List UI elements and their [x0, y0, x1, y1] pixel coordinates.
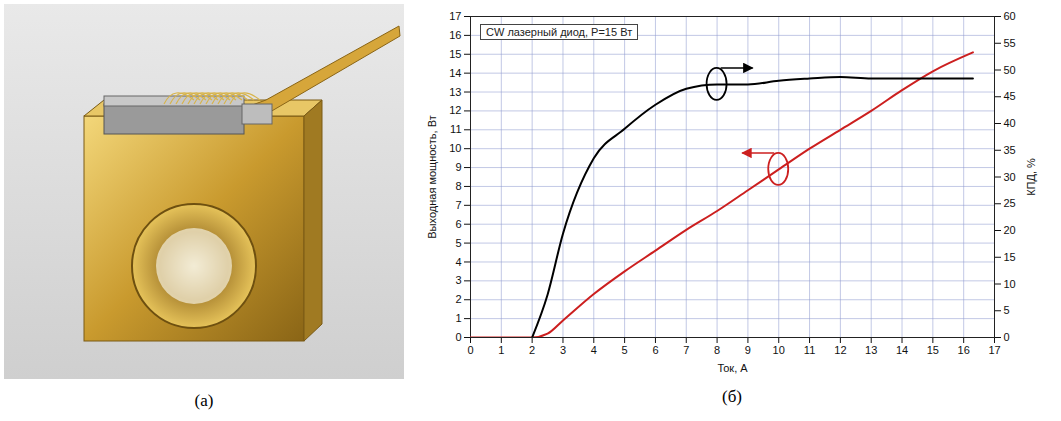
- svg-text:5: 5: [1004, 304, 1010, 316]
- svg-text:10: 10: [773, 344, 785, 356]
- svg-text:10: 10: [1004, 278, 1016, 290]
- svg-text:10: 10: [449, 142, 461, 154]
- svg-text:8: 8: [714, 344, 720, 356]
- svg-text:35: 35: [1004, 144, 1016, 156]
- svg-text:45: 45: [1004, 90, 1016, 102]
- svg-text:14: 14: [896, 344, 908, 356]
- svg-text:7: 7: [455, 199, 461, 211]
- svg-text:60: 60: [1004, 10, 1016, 22]
- svg-text:15: 15: [1004, 251, 1016, 263]
- svg-text:0: 0: [1004, 331, 1010, 343]
- svg-text:17: 17: [988, 344, 1000, 356]
- svg-text:2: 2: [455, 293, 461, 305]
- svg-text:13: 13: [449, 86, 461, 98]
- svg-text:16: 16: [958, 344, 970, 356]
- svg-text:13: 13: [865, 344, 877, 356]
- svg-text:0: 0: [467, 344, 473, 356]
- svg-text:5: 5: [455, 237, 461, 249]
- svg-text:30: 30: [1004, 171, 1016, 183]
- html-text:(б): (б): [722, 387, 742, 406]
- svg-text:12: 12: [449, 104, 461, 116]
- svg-text:9: 9: [455, 161, 461, 173]
- svg-text:6: 6: [652, 344, 658, 356]
- html-text:(а): (а): [194, 391, 214, 410]
- svg-text:0: 0: [455, 331, 461, 343]
- svg-text:9: 9: [745, 344, 751, 356]
- svg-text:40: 40: [1004, 117, 1016, 129]
- svg-text:50: 50: [1004, 64, 1016, 76]
- svg-text:16: 16: [449, 29, 461, 41]
- svg-text:25: 25: [1004, 197, 1016, 209]
- svg-text:11: 11: [804, 344, 815, 356]
- svg-text:17: 17: [449, 10, 461, 22]
- svg-text:11: 11: [450, 123, 461, 135]
- svg-text:КПД, %: КПД, %: [1025, 158, 1037, 196]
- svg-text:12: 12: [834, 344, 846, 356]
- svg-text:5: 5: [622, 344, 628, 356]
- svg-text:Выходная мощность, Вт: Выходная мощность, Вт: [426, 115, 438, 238]
- svg-text:14: 14: [449, 67, 461, 79]
- svg-text:4: 4: [455, 255, 461, 267]
- svg-text:3: 3: [455, 274, 461, 286]
- svg-text:6: 6: [455, 218, 461, 230]
- svg-text:2: 2: [529, 344, 535, 356]
- svg-text:1: 1: [498, 344, 504, 356]
- svg-text:4: 4: [591, 344, 597, 356]
- svg-text:15: 15: [927, 344, 939, 356]
- svg-text:55: 55: [1004, 37, 1016, 49]
- svg-text:Ток, А: Ток, А: [717, 362, 748, 374]
- svg-text:7: 7: [683, 344, 689, 356]
- svg-text:15: 15: [449, 48, 461, 60]
- svg-text:20: 20: [1004, 224, 1016, 236]
- svg-text:3: 3: [560, 344, 566, 356]
- svg-text:8: 8: [455, 180, 461, 192]
- svg-text:1: 1: [455, 312, 461, 324]
- html-text:CW лазерный диод, P=15 Вт: CW лазерный диод, P=15 Вт: [486, 26, 633, 38]
